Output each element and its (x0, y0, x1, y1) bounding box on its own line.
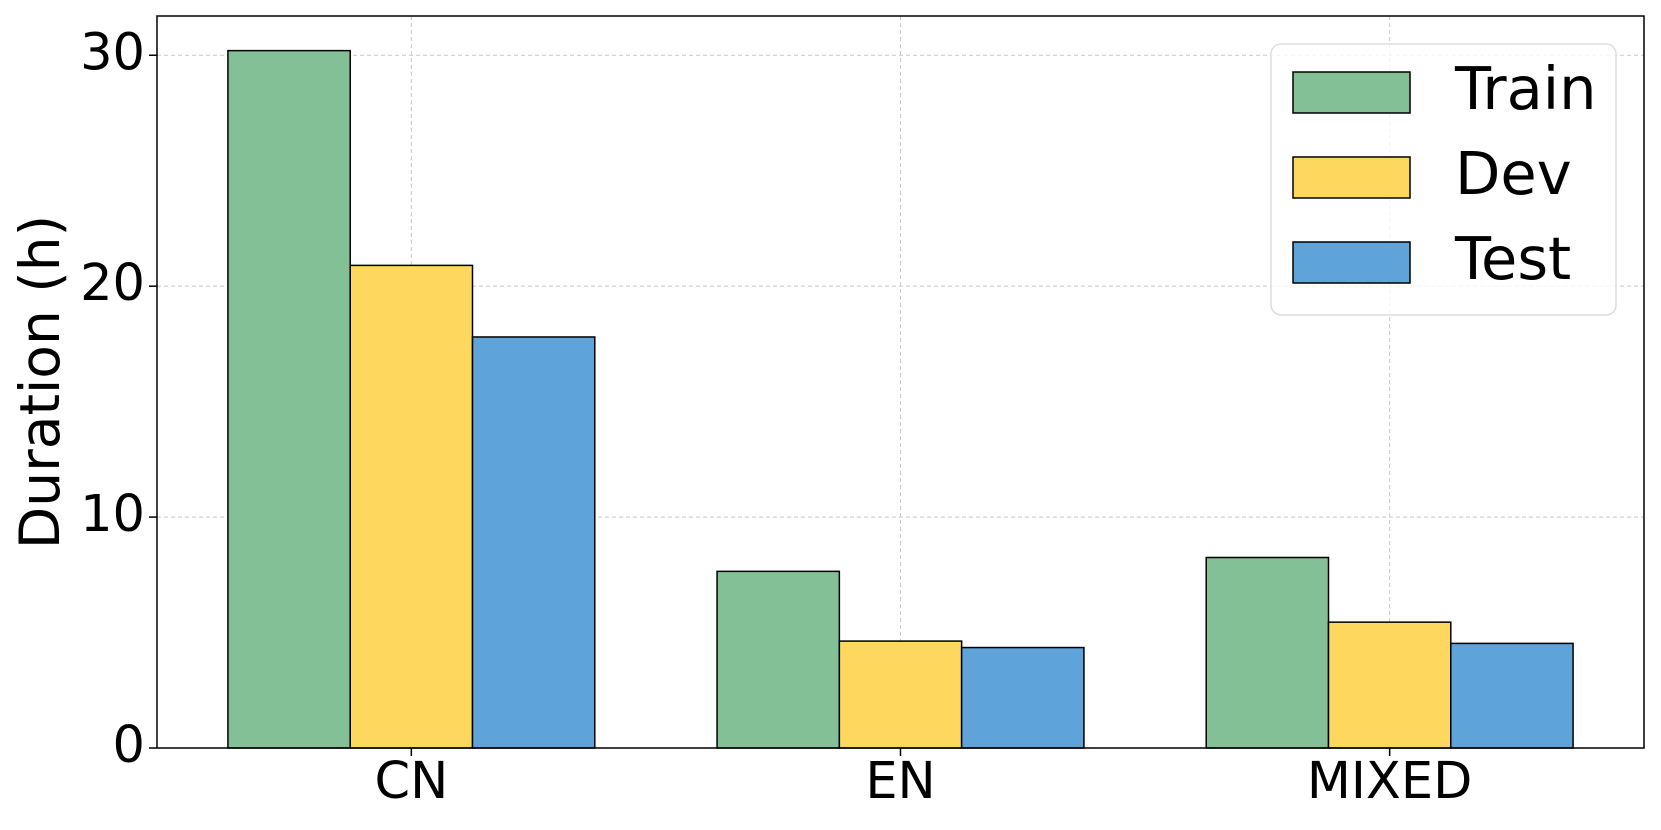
legend-swatch (1292, 71, 1411, 114)
bar (349, 264, 474, 749)
bar (716, 570, 841, 749)
bar (227, 49, 351, 749)
x-tick-label: MIXED (1307, 752, 1472, 811)
y-tick-label: 0 (113, 716, 145, 775)
legend-label: Dev (1455, 139, 1572, 208)
bar (471, 336, 596, 749)
bar (960, 646, 1085, 749)
y-tick-label: 10 (80, 485, 145, 544)
plot-frame (156, 15, 1645, 749)
legend-label: Test (1454, 224, 1571, 293)
legend-swatch (1292, 241, 1411, 284)
x-tick-label: EN (865, 752, 935, 811)
y-axis-label: Duration (h) (8, 215, 72, 549)
bar (1450, 642, 1574, 749)
y-tick-label: 20 (80, 254, 145, 313)
bar (1205, 556, 1330, 749)
y-tick-label: 30 (80, 23, 145, 82)
bar (838, 640, 963, 749)
legend-swatch (1292, 156, 1411, 199)
x-tick-label: CN (374, 752, 448, 811)
bar (1327, 621, 1452, 749)
legend-label: Train (1454, 54, 1597, 123)
